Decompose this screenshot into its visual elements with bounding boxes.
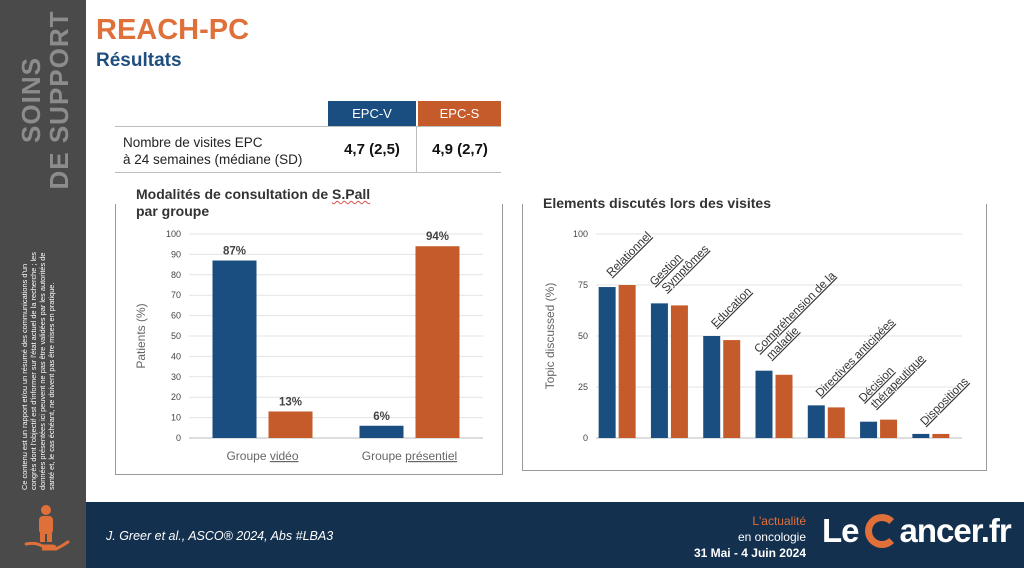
bar xyxy=(670,305,688,438)
x-tick-label-highlight: présentiel xyxy=(405,449,457,463)
bar xyxy=(650,303,668,438)
sidebar-title-wrap: SOINS DE SUPPORT xyxy=(10,10,80,190)
brand-logo[interactable]: Le ancer.fr xyxy=(822,512,1012,550)
page-subtitle: Résultats xyxy=(96,50,182,71)
sidebar-disclaimer: Ce contenu est un rapport et/ou un résum… xyxy=(20,252,56,490)
bar xyxy=(212,260,257,438)
x-tick-label-part: Groupe xyxy=(226,449,269,463)
y-tick-label: 100 xyxy=(573,229,588,239)
y-tick-label: 25 xyxy=(578,382,588,392)
brand-c-icon xyxy=(864,514,899,548)
table-value-epc-v: 4,7 (2,5) xyxy=(344,141,400,158)
bar xyxy=(775,374,793,438)
page-title: REACH-PC xyxy=(96,14,250,46)
y-tick-label: 90 xyxy=(171,249,181,259)
y-tick-label: 10 xyxy=(171,413,181,423)
y-tick-label: 75 xyxy=(578,280,588,290)
y-tick-label: 70 xyxy=(171,290,181,300)
bar xyxy=(415,246,460,438)
table-row-label-line2: à 24 semaines (médiane (SD) xyxy=(123,152,303,167)
x-tick-label-part: Groupe xyxy=(362,449,405,463)
table-header-epc-s: EPC-S xyxy=(418,101,501,126)
table-top-rule xyxy=(115,126,501,127)
y-tick-label: 60 xyxy=(171,311,181,321)
left-chart-title-line2: par groupe xyxy=(136,203,210,219)
footer-dates: 31 Mai - 4 Juin 2024 xyxy=(693,546,806,560)
table-value-epc-s: 4,9 (2,7) xyxy=(432,141,488,158)
bar xyxy=(860,421,878,438)
brand-le: Le xyxy=(822,512,860,549)
y-tick-label: 30 xyxy=(171,372,181,382)
y-tick-label: 20 xyxy=(171,392,181,402)
y-tick-label: 50 xyxy=(578,331,588,341)
bar xyxy=(359,425,404,438)
category-label: Education xyxy=(709,285,754,330)
bar xyxy=(723,340,741,438)
category-label-line: Education xyxy=(709,285,754,330)
bar-value-label: 94% xyxy=(426,231,449,243)
category-label-line: Dispositions xyxy=(918,376,971,429)
bar xyxy=(932,433,950,438)
bar xyxy=(807,405,825,438)
sidebar-band: SOINS DE SUPPORT Ce contenu est un rappo… xyxy=(0,0,86,568)
y-axis-label: Patients (%) xyxy=(134,303,148,368)
person-hand-icon xyxy=(24,505,70,551)
category-label-line: Relationnel xyxy=(605,230,654,279)
bar xyxy=(880,419,898,438)
table-row-label-line1: Nombre de visites EPC xyxy=(123,135,263,150)
left-bar-chart: 0 10 20 30 40 50 60 70 80 90 100 Patients (%) 87% 13%… xyxy=(134,229,483,463)
y-tick-label: 80 xyxy=(171,270,181,280)
left-chart-title-highlight: S.Pall xyxy=(332,186,371,202)
table-row-label: Nombre de visites EPC à 24 semaines (méd… xyxy=(123,134,302,168)
table-header-epc-v: EPC-V xyxy=(328,101,416,126)
y-tick-label: 0 xyxy=(176,433,181,443)
x-tick-label: Groupe vidéo xyxy=(226,449,298,463)
bar xyxy=(755,370,773,438)
bar xyxy=(703,336,721,438)
table-column-divider xyxy=(416,126,417,172)
category-label: Relationnel xyxy=(605,230,654,279)
bar xyxy=(268,411,313,438)
right-chart-title: Elements discutés lors des visites xyxy=(537,195,777,212)
y-axis-label: Topic discussed (%) xyxy=(543,283,557,390)
y-tick-label: 50 xyxy=(171,331,181,341)
footer-tagline-1: L'actualité xyxy=(752,514,806,528)
bar-value-label: 87% xyxy=(223,246,246,258)
category-label: Dispositions xyxy=(918,376,971,429)
x-tick-label-highlight: vidéo xyxy=(270,449,299,463)
footer-reference: J. Greer et al., ASCO® 2024, Abs #LBA3 xyxy=(106,529,334,543)
bar-value-label: 13% xyxy=(279,396,302,408)
footer-tagline-2: en oncologie xyxy=(737,530,806,544)
left-chart-title-line1: Modalités de consultation de xyxy=(136,186,333,202)
brand-rest: ancer.fr xyxy=(899,512,1012,549)
bar xyxy=(598,287,616,438)
sidebar-section-title: SOINS DE SUPPORT xyxy=(16,10,74,190)
right-bar-chart: 0 25 50 75 100 Topic discussed (%) Relationnel… xyxy=(543,229,971,443)
bar xyxy=(912,433,930,438)
y-tick-label: 100 xyxy=(166,229,181,239)
bar xyxy=(827,407,845,438)
y-tick-label: 40 xyxy=(171,351,181,361)
bar-value-label: 6% xyxy=(373,411,390,423)
left-chart-title: Modalités de consultation de S.Pall par … xyxy=(130,186,377,220)
y-tick-label: 0 xyxy=(583,433,588,443)
table-bottom-rule xyxy=(115,172,501,173)
bar xyxy=(618,285,636,438)
x-tick-label: Groupe présentiel xyxy=(362,449,457,463)
category-label-line: Compréhension de la xyxy=(752,269,838,355)
